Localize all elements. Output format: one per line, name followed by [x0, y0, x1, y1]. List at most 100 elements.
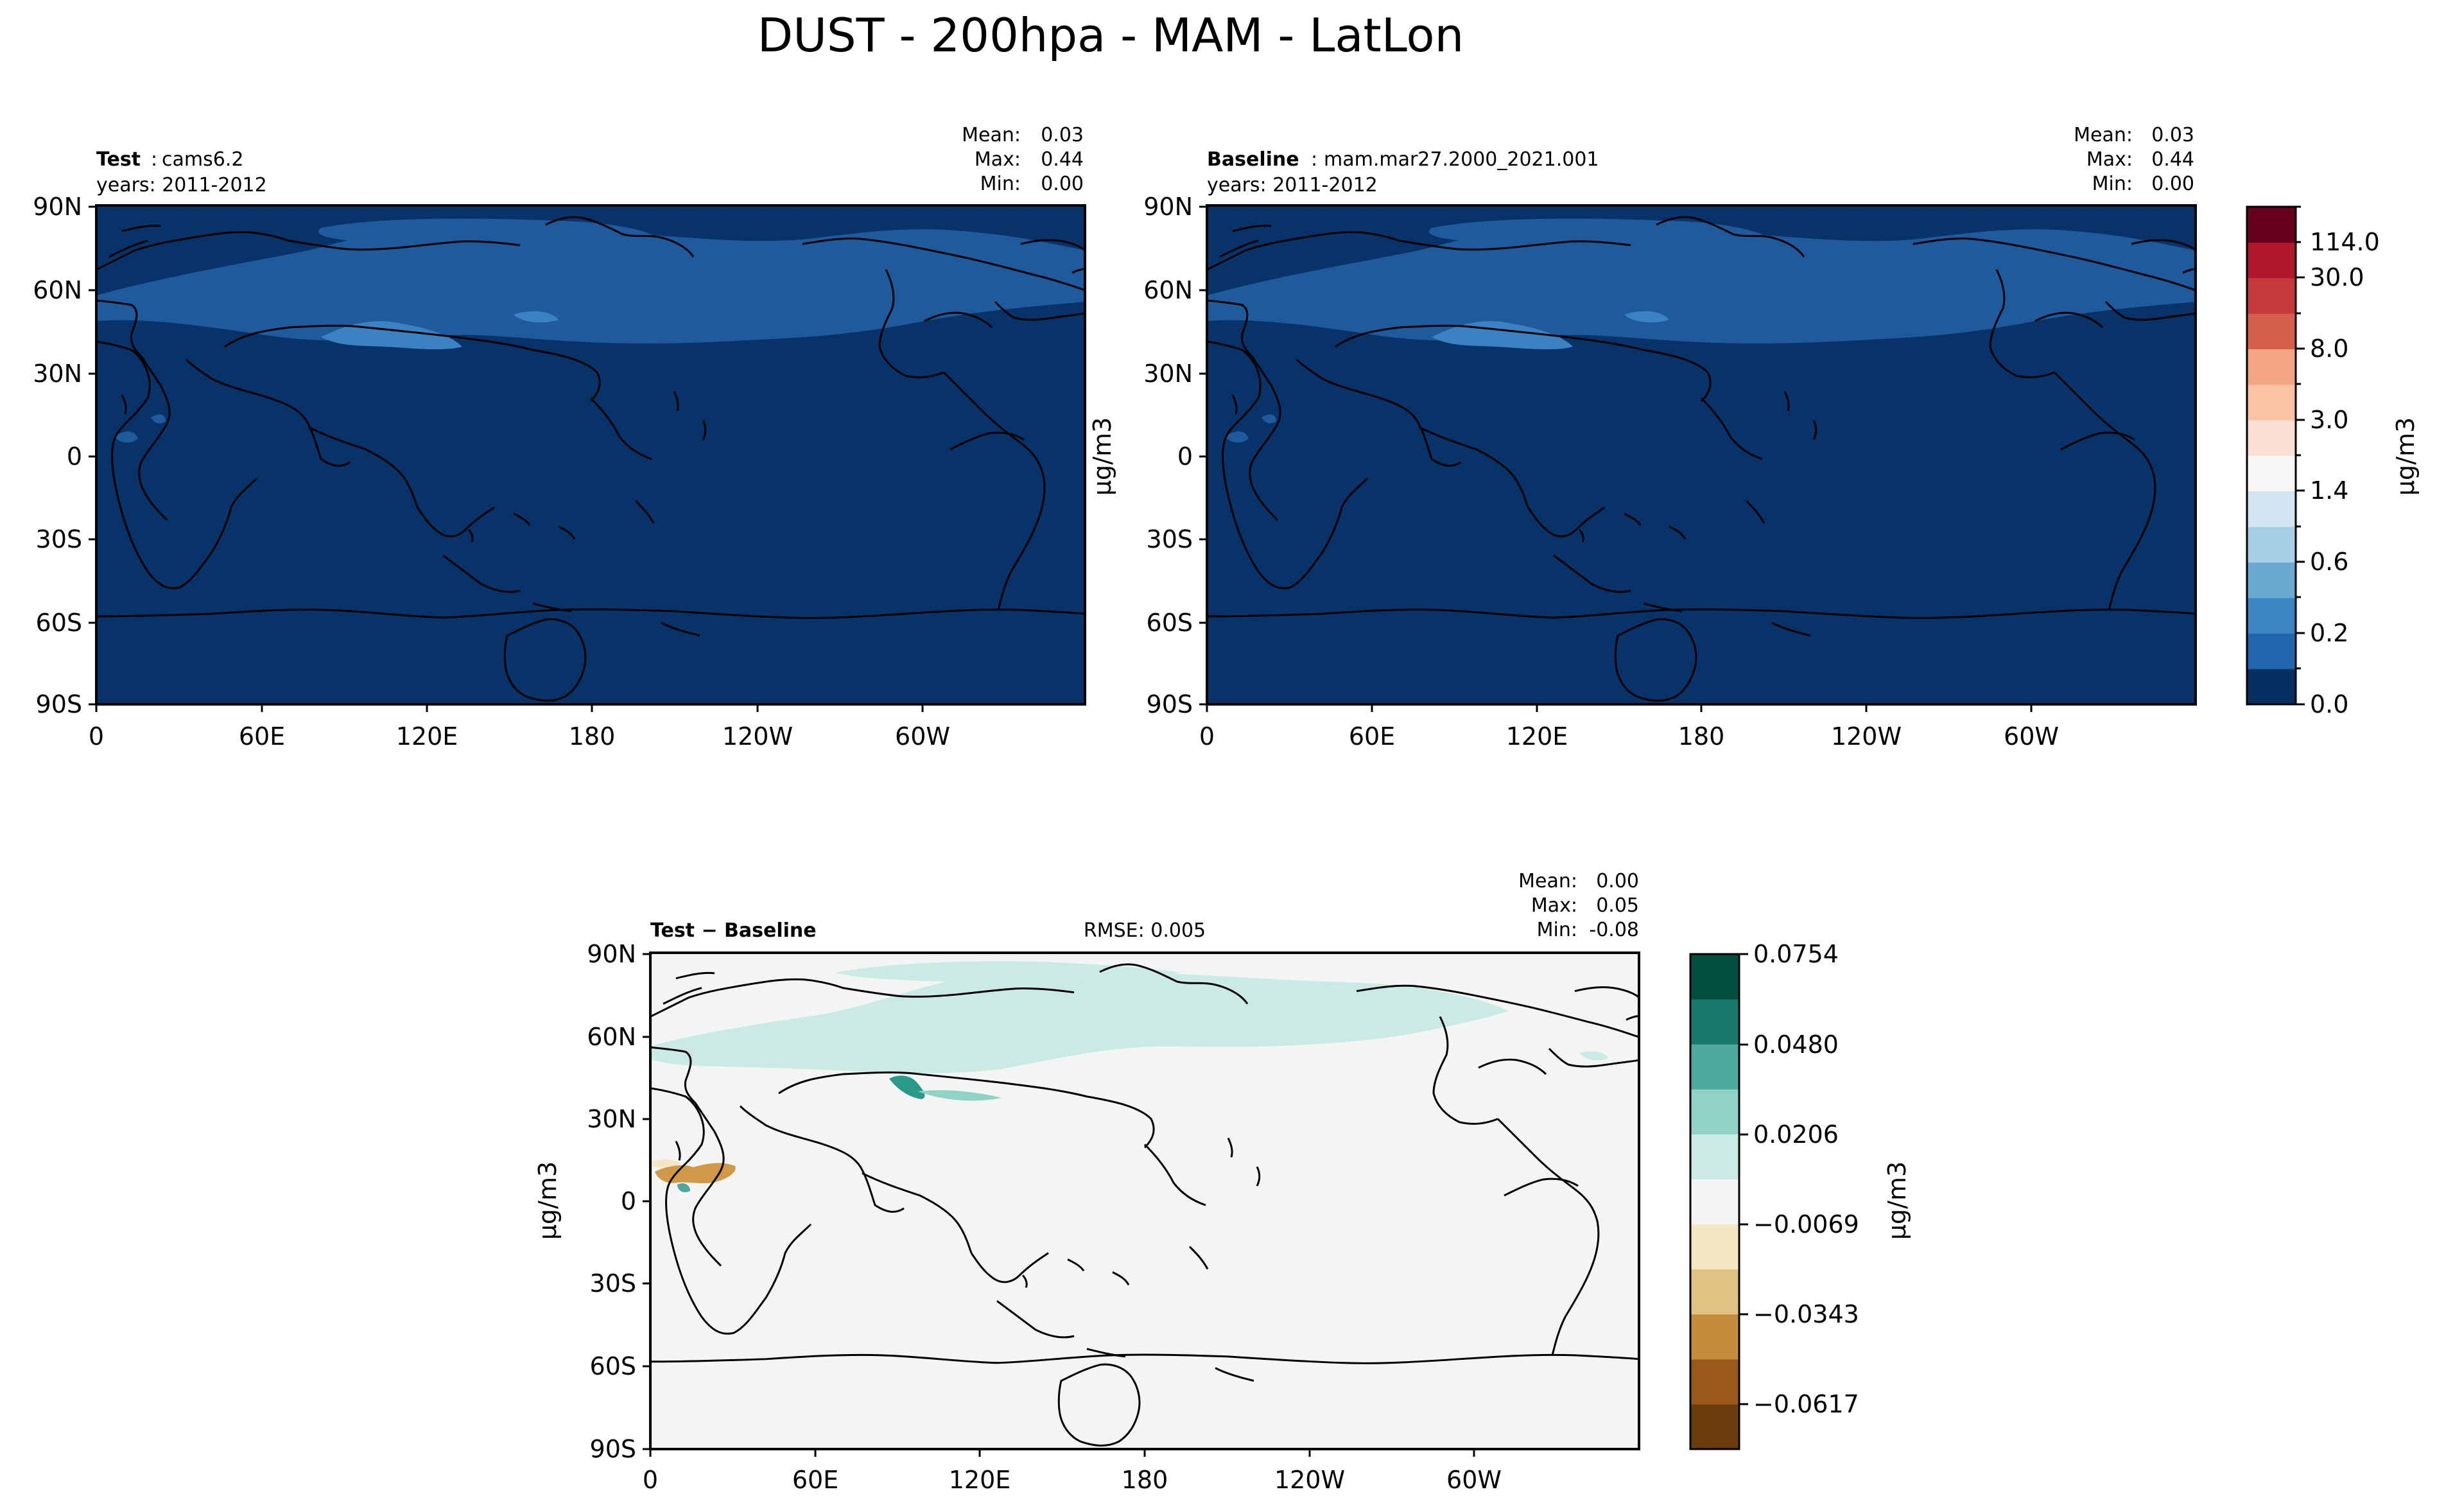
coastlines — [96, 216, 1085, 702]
baseline-label-value: mam.mar27.2000_2021.001 — [1324, 148, 1599, 171]
baseline-stat-max-label: Max: — [2086, 148, 2133, 171]
diff-ylabel: μg/m3 — [533, 1161, 562, 1240]
colorbar-main-segment — [2247, 384, 2296, 421]
baseline-dust-core — [1432, 321, 1573, 350]
baseline-lat-ticks — [1199, 205, 1207, 706]
test-dust-africa-spot — [114, 431, 138, 443]
tick-label: 60W — [2004, 722, 2059, 751]
tick-label: 30N — [587, 1105, 636, 1133]
test-dust-band — [96, 225, 1085, 343]
baseline-dust-high-latitude — [1429, 218, 1766, 248]
tick-label: 0 — [643, 1466, 658, 1494]
tick-label: 30S — [1147, 525, 1193, 553]
baseline-dust-africa-spot — [1225, 431, 1249, 443]
tick-label: 0.0480 — [1753, 1030, 1839, 1059]
baseline-lat-tick-labels: 90N 60N 30N 0 30S 60S 90S — [1143, 193, 1193, 718]
diff-stat-min-value: -0.08 — [1589, 919, 1639, 941]
baseline-dust-sahel-spot — [1262, 414, 1276, 424]
test-stat-min-label: Min: — [980, 173, 1021, 195]
panel-difference: Test − Baseline RMSE: 0.005 Mean: 0.00 M… — [533, 870, 1640, 1494]
tick-label: 60E — [792, 1466, 838, 1494]
diff-stat-min-label: Min: — [1537, 919, 1577, 941]
diff-positive-north — [835, 961, 1181, 983]
colorbar-diff-ticks — [1739, 953, 1748, 1405]
tick-label: 120W — [1831, 722, 1902, 751]
coastlines — [1207, 216, 2196, 702]
figure-title: DUST - 200hpa - MAM - LatLon — [758, 8, 1464, 62]
colorbar-diff: −0.0617 −0.0343 −0.0069 0.0206 0.0480 0.… — [1689, 940, 1911, 1450]
tick-label: 60N — [33, 276, 82, 304]
tick-label: 60W — [1446, 1466, 1502, 1494]
tick-label: 180 — [569, 722, 616, 751]
tick-label: 60E — [239, 722, 285, 751]
colorbar-diff-tick-labels: −0.0617 −0.0343 −0.0069 0.0206 0.0480 0.… — [1753, 940, 1859, 1418]
colorbar-main-segment — [2247, 207, 2296, 243]
colorbar-main-segment — [2247, 420, 2296, 456]
tick-label: 1.4 — [2310, 476, 2348, 505]
diff-positive-east — [1579, 1051, 1608, 1061]
diff-lon-tick-labels: 0 60E 120E 180 120W 60W — [643, 1466, 1502, 1494]
tick-label: 60S — [590, 1352, 636, 1380]
tick-label: 0 — [67, 442, 82, 471]
colorbar-main-segment — [2247, 491, 2296, 527]
colorbar-diff-segment — [1690, 1269, 1739, 1315]
test-lat-tick-labels: 90N 60N 30N 0 30S 60S 90S — [33, 193, 82, 718]
diff-label-bold: Test − Baseline — [650, 919, 817, 942]
colorbar-main-segment — [2247, 277, 2296, 314]
baseline-dust-core-2 — [1624, 311, 1669, 323]
diff-positive-band — [650, 970, 1509, 1073]
tick-label: 60E — [1349, 722, 1395, 751]
test-stat-max-value: 0.44 — [1041, 148, 1084, 171]
test-dust-core-2 — [514, 311, 559, 323]
diff-positive-core — [889, 1075, 925, 1099]
tick-label: 120W — [722, 722, 793, 751]
tick-label: 8.0 — [2310, 335, 2348, 363]
test-map-frame — [95, 204, 1086, 706]
tick-label: 0 — [1199, 722, 1215, 751]
test-dust-core — [321, 321, 462, 350]
tick-label: 0 — [89, 722, 104, 751]
test-dust-sahel-spot — [151, 414, 166, 424]
diff-negative-africa-light — [650, 1159, 681, 1168]
colorbar-main-segment — [2247, 526, 2296, 563]
test-label-sep: : — [151, 148, 157, 171]
baseline-stat-max-value: 0.44 — [2151, 148, 2194, 171]
baseline-stat-min-value: 0.00 — [2151, 173, 2194, 195]
tick-label: 60S — [1147, 609, 1193, 637]
colorbar-main-segment — [2247, 313, 2296, 350]
colorbar-diff-segment — [1690, 1224, 1739, 1270]
tick-label: 30S — [36, 525, 82, 553]
tick-label: −0.0343 — [1753, 1300, 1859, 1328]
baseline-label-bold: Baseline — [1207, 148, 1299, 171]
tick-label: 60N — [587, 1023, 636, 1051]
diff-rmse: RMSE: 0.005 — [1084, 919, 1206, 942]
diff-positive-africa — [677, 1183, 690, 1192]
colorbar-main-segment — [2247, 349, 2296, 385]
tick-label: 120E — [1506, 722, 1568, 751]
diff-stat-mean-label: Mean: — [1518, 870, 1577, 892]
colorbar-main-segment — [2247, 633, 2296, 670]
tick-label: 30.0 — [2310, 263, 2364, 291]
tick-label: 120E — [949, 1466, 1011, 1494]
panel-baseline: Baseline : mam.mar27.2000_2021.001 years… — [1088, 124, 2197, 751]
tick-label: 180 — [1678, 722, 1725, 751]
tick-label: 120E — [396, 722, 458, 751]
colorbar-diff-segments — [1690, 954, 1739, 1450]
colorbar-main-segment — [2247, 562, 2296, 598]
diff-stat-max-value: 0.05 — [1596, 894, 1639, 917]
tick-label: 90N — [587, 940, 636, 968]
baseline-dust-band — [1207, 225, 2196, 343]
tick-label: 0 — [621, 1187, 636, 1215]
tick-label: −0.0069 — [1753, 1210, 1859, 1238]
baseline-label-sep: : — [1311, 148, 1317, 171]
tick-label: 0.2 — [2310, 619, 2348, 647]
tick-label: 114.0 — [2310, 228, 2380, 256]
diff-lon-ticks — [649, 1449, 1475, 1457]
test-stat-mean-label: Mean: — [962, 124, 1021, 146]
tick-label: 60N — [1143, 276, 1193, 304]
diff-positive-core-2 — [918, 1090, 1002, 1101]
coastlines — [650, 963, 1639, 1447]
colorbar-diff-segment — [1690, 1403, 1739, 1450]
tick-label: 3.0 — [2310, 406, 2348, 434]
